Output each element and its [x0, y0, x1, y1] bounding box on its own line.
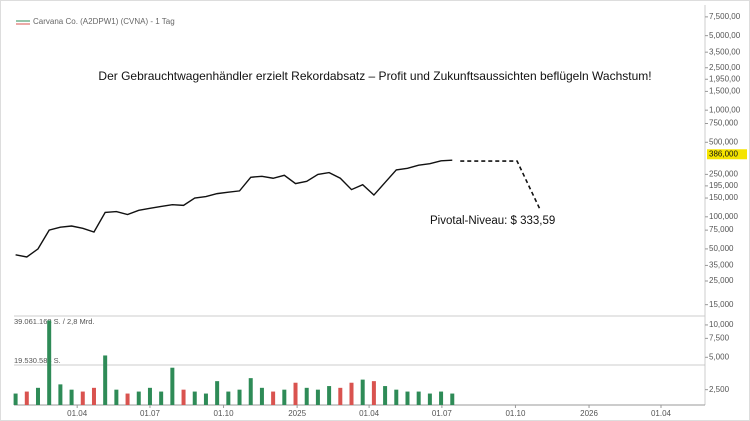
y-tick-label: 7,500 — [709, 333, 730, 342]
volume-bar — [282, 389, 287, 405]
volume-bar — [383, 386, 388, 405]
volume-bar — [181, 389, 186, 405]
volume-bar — [327, 386, 332, 405]
x-tick-label: 01.10 — [214, 409, 235, 418]
y-tick-label: 2,500 — [709, 385, 730, 394]
y-tick-label: 5,000,00 — [709, 31, 741, 40]
pivot-annotation: Pivotal-Niveau: $ 333,59 — [430, 215, 555, 227]
x-tick-label: 01.04 — [67, 409, 88, 418]
volume-bar — [371, 381, 376, 405]
x-tick-label: 2026 — [580, 409, 598, 418]
volume-bar — [427, 393, 432, 405]
volume-annotation: 19.530.584 S. — [14, 356, 61, 365]
x-tick-label: 2025 — [288, 409, 306, 418]
y-tick-label: 15,000 — [709, 300, 734, 309]
volume-bar — [237, 389, 242, 405]
volume-bar — [293, 382, 298, 405]
y-tick-label: 1,500,00 — [709, 87, 741, 96]
headline: Der Gebrauchtwagenhändler erzielt Rekord… — [98, 69, 651, 83]
y-tick-label: 35,000 — [709, 261, 734, 270]
projection-line — [460, 160, 541, 211]
y-tick-label: 2,500,00 — [709, 63, 741, 72]
x-tick-label: 01.04 — [359, 409, 380, 418]
last-price-label: 386,000 — [709, 149, 738, 158]
y-tick-label: 50,000 — [709, 244, 734, 253]
volume-bar — [349, 382, 354, 405]
volume-bar — [360, 379, 365, 405]
y-tick-label: 10,000 — [709, 320, 734, 329]
volume-bar — [226, 391, 231, 405]
volume-bar — [159, 391, 164, 405]
y-tick-label: 3,500,00 — [709, 47, 741, 56]
volume-bar — [35, 387, 40, 405]
y-tick-label: 75,000 — [709, 225, 734, 234]
volume-bar — [394, 389, 399, 405]
volume-bar — [103, 355, 108, 405]
volume-bar — [69, 389, 74, 405]
y-tick-label: 500,000 — [709, 137, 738, 146]
x-tick-label: 01.10 — [505, 409, 526, 418]
volume-bar — [192, 391, 197, 405]
volume-bar — [439, 391, 444, 405]
volume-bar — [259, 387, 264, 405]
chart-title: Carvana Co. (A2DPW1) (CVNA) - 1 Tag — [33, 17, 175, 26]
volume-bar — [91, 387, 96, 405]
volume-bar — [80, 391, 85, 405]
volume-bar — [215, 381, 220, 405]
y-tick-label: 1,000,00 — [709, 105, 741, 114]
volume-bar — [248, 378, 253, 405]
volume-bar — [147, 387, 152, 405]
y-tick-label: 7,500,00 — [709, 12, 741, 21]
volume-bar — [416, 391, 421, 405]
volume-annotation: 39.061.168 S. / 2,8 Mrd. — [14, 317, 94, 326]
y-tick-label: 5,000 — [709, 352, 730, 361]
y-tick-label: 25,000 — [709, 276, 734, 285]
x-tick-label: 01.04 — [651, 409, 672, 418]
volume-bar — [450, 393, 455, 405]
volume-bar — [136, 391, 141, 405]
volume-bar — [125, 393, 130, 405]
y-tick-label: 195,000 — [709, 181, 738, 190]
x-tick-label: 01.07 — [432, 409, 453, 418]
volume-bar — [114, 389, 119, 405]
price-line — [15, 159, 453, 258]
x-tick-label: 01.07 — [140, 409, 161, 418]
volume-bar — [13, 393, 18, 405]
y-tick-label: 750,000 — [709, 119, 738, 128]
y-tick-label: 1,950,00 — [709, 74, 741, 83]
y-tick-label: 150,000 — [709, 193, 738, 202]
volume-bar — [47, 320, 52, 405]
y-tick-label: 100,000 — [709, 212, 738, 221]
volume-bar — [271, 391, 276, 405]
volume-bar — [338, 387, 343, 405]
volume-bar — [304, 387, 309, 405]
volume-bar — [315, 389, 320, 405]
volume-bar — [58, 384, 63, 405]
volume-bar — [24, 391, 29, 405]
volume-bar — [203, 393, 208, 405]
volume-bar — [405, 391, 410, 405]
last-price-marker — [707, 149, 747, 160]
y-tick-label: 250,000 — [709, 169, 738, 178]
volume-bar — [170, 367, 175, 405]
